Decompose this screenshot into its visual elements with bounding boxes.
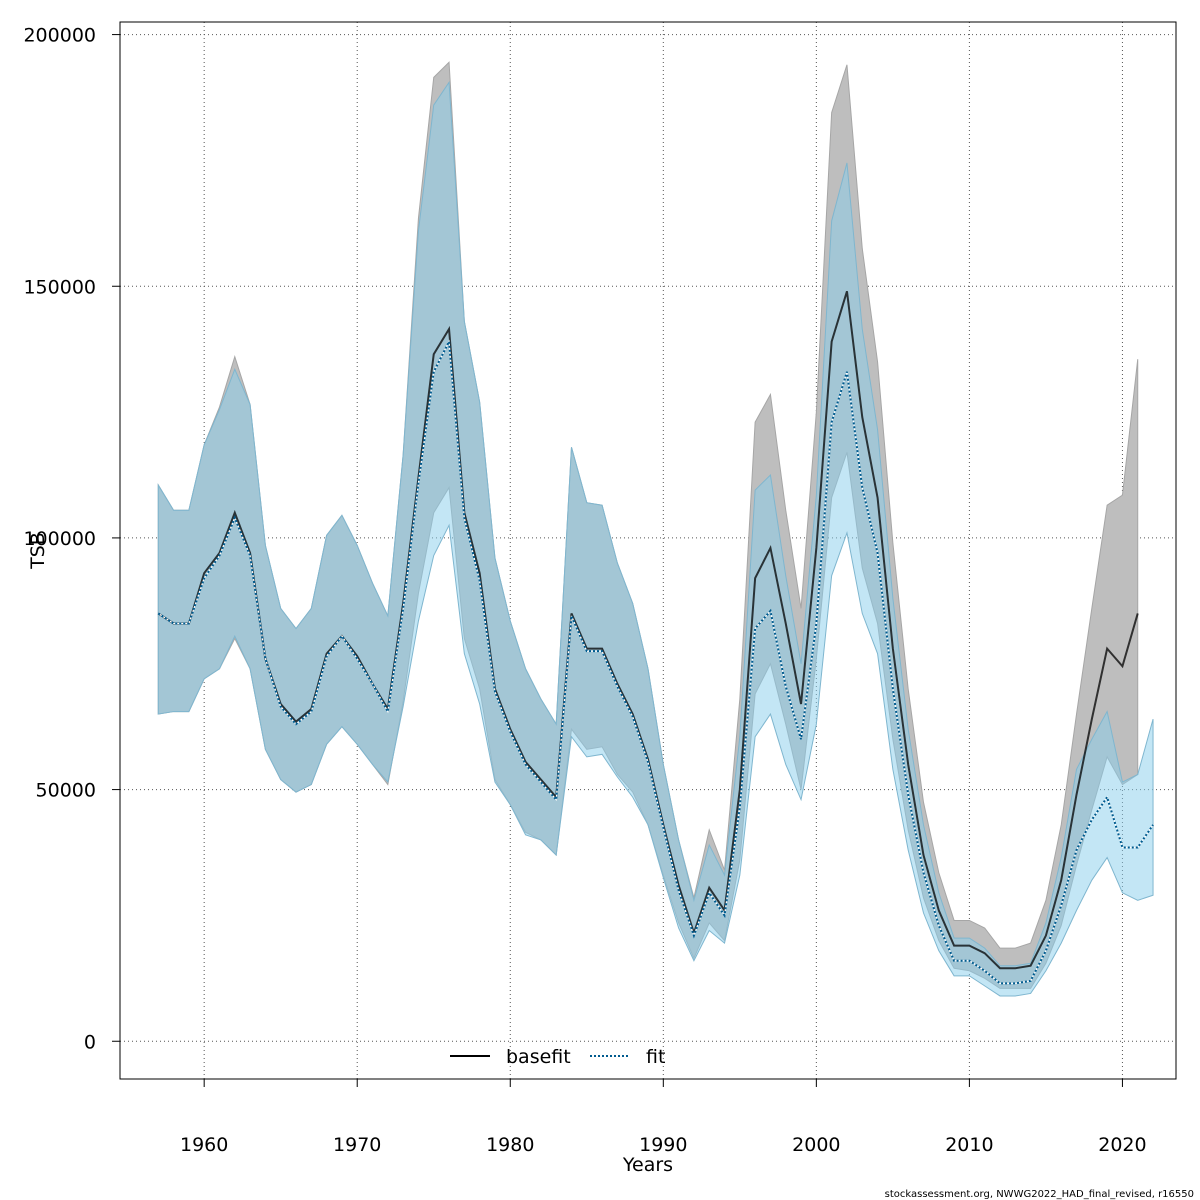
y-tick-label: 100000 — [23, 528, 96, 550]
basefit-confidence-band — [157, 61, 1139, 989]
y-tick-label: 50000 — [36, 780, 96, 802]
fit-line-underlay — [157, 339, 1154, 984]
x-tick-label: 2020 — [1098, 1134, 1146, 1156]
x-tick-label: 1970 — [333, 1134, 381, 1156]
y-tick-label: 150000 — [23, 276, 96, 298]
x-tick-label: 2000 — [792, 1134, 840, 1156]
y-tick-label: 0 — [84, 1031, 96, 1053]
grid — [120, 22, 1176, 1079]
fit-confidence-band — [157, 80, 1154, 997]
y-axis-label: TSB — [27, 532, 49, 570]
legend: basefit fit — [450, 1046, 665, 1068]
x-tick-label: 1990 — [639, 1134, 687, 1156]
confidence-bands — [157, 61, 1154, 997]
legend-label-fit: fit — [646, 1046, 665, 1068]
x-tick-label: 2010 — [945, 1134, 993, 1156]
legend-label-basefit: basefit — [506, 1046, 571, 1068]
footer-text: stockassessment.org, NWWG2022_HAD_final_… — [885, 1189, 1194, 1200]
x-tick-label: 1960 — [180, 1134, 228, 1156]
axes: 1960 1970 1980 1990 2000 2010 2020 0 50000 100000… — [23, 25, 1146, 1156]
series-lines — [157, 290, 1154, 985]
y-tick-label: 200000 — [23, 25, 96, 47]
x-axis-label: Years — [622, 1154, 673, 1176]
plot-frame — [119, 21, 1177, 1080]
x-tick-label: 1980 — [486, 1134, 534, 1156]
